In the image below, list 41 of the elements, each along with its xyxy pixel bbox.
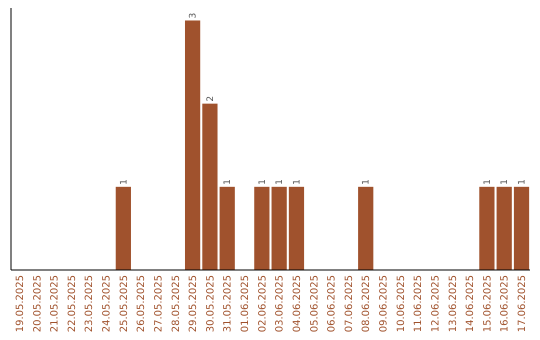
x-tick-label: 24.05.2025 xyxy=(102,275,113,332)
x-tick-label: 12.06.2025 xyxy=(430,275,442,332)
x-tick-label: 10.06.2025 xyxy=(396,275,407,332)
x-tick-label: 30.05.2025 xyxy=(205,275,216,332)
x-tick-label: 16.06.2025 xyxy=(500,275,511,332)
x-tick-label: 25.05.2025 xyxy=(118,275,130,332)
data-label: 1 xyxy=(119,179,130,185)
x-tick-label: 08.06.2025 xyxy=(361,275,372,332)
x-tick-label: 05.06.2025 xyxy=(309,275,320,332)
x-tick-label: 11.06.2025 xyxy=(413,275,424,332)
x-tick-label: 22.05.2025 xyxy=(66,275,78,332)
data-label: 1 xyxy=(275,179,286,185)
x-tick-label: 14.06.2025 xyxy=(465,275,476,332)
x-tick-label: 27.05.2025 xyxy=(153,275,164,332)
x-tick-label: 01.06.2025 xyxy=(240,275,252,332)
data-label: 1 xyxy=(223,179,234,185)
data-label: 1 xyxy=(500,179,510,185)
x-tick-label: 13.06.2025 xyxy=(448,275,459,332)
data-label: 1 xyxy=(518,179,528,185)
x-tick-label: 19.05.2025 xyxy=(14,275,26,332)
data-label: 1 xyxy=(482,179,493,185)
x-tick-label: 03.06.2025 xyxy=(274,275,286,332)
x-tick-label: 26.05.2025 xyxy=(136,275,148,332)
x-tick-label: 04.06.2025 xyxy=(292,275,303,332)
x-tick-label: 28.05.2025 xyxy=(170,275,182,332)
x-tick-label: 06.06.2025 xyxy=(326,275,338,332)
x-tick-label: 31.05.2025 xyxy=(222,275,234,332)
data-label: 1 xyxy=(362,179,372,185)
data-label: 2 xyxy=(206,96,216,102)
x-tick-label: 21.05.2025 xyxy=(50,275,61,332)
x-tick-label: 07.06.2025 xyxy=(344,275,355,332)
x-tick-label: 02.06.2025 xyxy=(257,275,268,332)
x-tick-label: 15.06.2025 xyxy=(482,275,494,332)
x-tick-label: 09.06.2025 xyxy=(378,275,390,332)
data-label: 3 xyxy=(188,12,199,18)
data-label: 1 xyxy=(258,179,268,185)
x-tick-label: 23.05.2025 xyxy=(84,275,96,332)
x-tick-label: 29.05.2025 xyxy=(188,275,200,332)
x-tick-label: 20.05.2025 xyxy=(32,275,44,332)
data-label: 1 xyxy=(292,179,302,185)
x-tick-label: 17.06.2025 xyxy=(517,275,528,332)
